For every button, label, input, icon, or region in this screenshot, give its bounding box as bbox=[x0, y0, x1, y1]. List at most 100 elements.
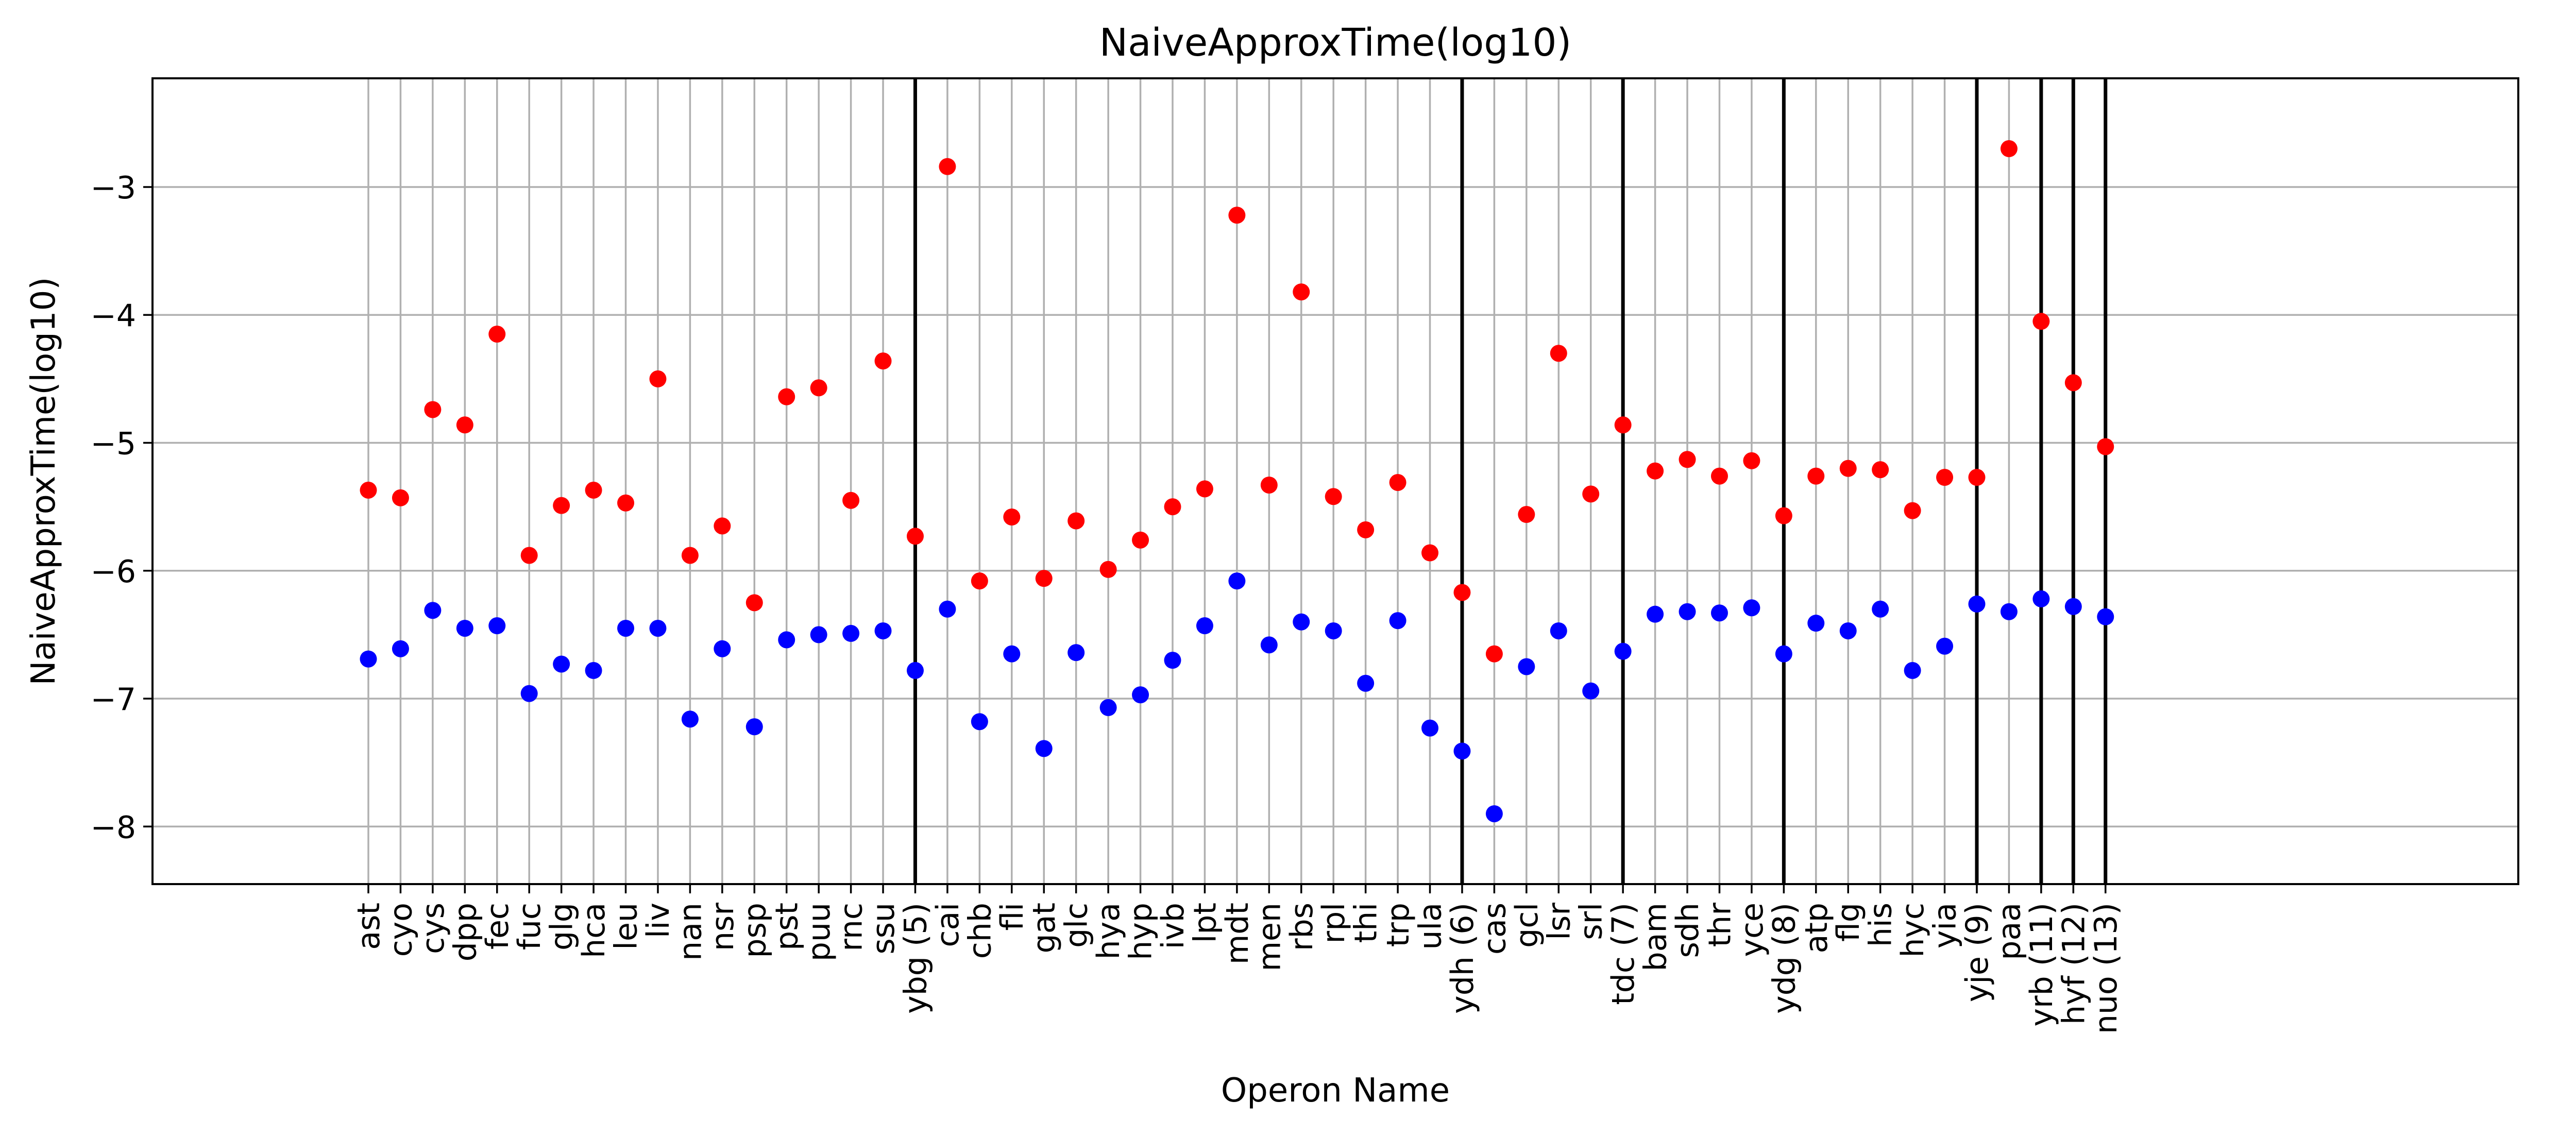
plot-frame bbox=[151, 77, 2519, 885]
data-point bbox=[939, 600, 956, 618]
x-tick-label: lpt bbox=[1187, 903, 1223, 943]
data-point bbox=[1518, 506, 1535, 523]
data-point bbox=[1582, 682, 1600, 700]
data-point bbox=[745, 594, 763, 612]
data-point bbox=[1679, 603, 1696, 620]
x-tick-label: yce bbox=[1734, 903, 1770, 957]
x-tick-label: ula bbox=[1413, 903, 1449, 950]
x-tick-label: hyc bbox=[1895, 903, 1931, 958]
x-tick-label: tdc (7) bbox=[1605, 903, 1641, 1005]
data-point bbox=[1872, 600, 1889, 618]
data-point bbox=[1196, 480, 1213, 498]
x-tick-label: nuo (13) bbox=[2088, 903, 2124, 1034]
data-point bbox=[1003, 645, 1021, 663]
data-point bbox=[1260, 476, 1278, 494]
data-point bbox=[1807, 615, 1825, 632]
data-point bbox=[649, 619, 667, 637]
data-point bbox=[1743, 452, 1760, 469]
data-point bbox=[456, 416, 473, 434]
data-point bbox=[1647, 462, 1664, 480]
x-tick-label: ydh (6) bbox=[1445, 903, 1481, 1014]
data-point bbox=[1550, 345, 1567, 362]
x-tick-label: cyo bbox=[383, 903, 419, 957]
x-tick-label: ybg (5) bbox=[897, 903, 934, 1014]
data-point bbox=[1132, 531, 1149, 549]
data-point bbox=[1936, 469, 1954, 486]
data-point bbox=[360, 481, 377, 499]
x-tick-label: ydg (8) bbox=[1766, 903, 1802, 1014]
y-tick-label: −5 bbox=[91, 426, 136, 462]
data-point bbox=[2064, 598, 2082, 615]
data-point bbox=[2032, 313, 2050, 330]
data-point bbox=[939, 158, 956, 175]
x-tick-label: rnc bbox=[834, 903, 870, 952]
x-tick-label: fuc bbox=[512, 903, 548, 950]
data-point bbox=[1775, 507, 1792, 524]
x-tick-label: chb bbox=[962, 903, 998, 959]
x-tick-label: nan bbox=[672, 903, 708, 961]
data-point bbox=[585, 481, 602, 499]
data-point bbox=[488, 617, 506, 635]
data-point bbox=[1968, 595, 1986, 613]
x-tick-label: fli bbox=[994, 903, 1030, 930]
data-point bbox=[1518, 658, 1535, 675]
data-point bbox=[1389, 612, 1406, 630]
data-point bbox=[810, 379, 827, 397]
data-point bbox=[392, 489, 409, 506]
data-point bbox=[1679, 451, 1696, 468]
data-point bbox=[2032, 590, 2050, 607]
data-point bbox=[649, 370, 667, 387]
x-tick-label: atp bbox=[1799, 903, 1835, 953]
x-tick-label: flg bbox=[1831, 903, 1867, 942]
x-tick-label: paa bbox=[1991, 903, 2027, 960]
data-point bbox=[553, 497, 570, 514]
y-tick-label: −3 bbox=[91, 170, 136, 206]
data-point bbox=[1067, 512, 1085, 530]
x-tick-label: lsr bbox=[1541, 903, 1577, 940]
x-tick-label: trp bbox=[1380, 903, 1416, 947]
data-point bbox=[520, 547, 538, 564]
data-point bbox=[1421, 719, 1439, 737]
data-point bbox=[553, 655, 570, 673]
data-point bbox=[2097, 438, 2114, 455]
data-point bbox=[971, 572, 988, 590]
data-point bbox=[1614, 642, 1632, 660]
data-point bbox=[1132, 686, 1149, 704]
data-point bbox=[681, 547, 699, 564]
x-tick-label: puu bbox=[801, 903, 837, 961]
x-tick-label: hca bbox=[576, 903, 612, 958]
data-point bbox=[2064, 374, 2082, 392]
x-tick-label: cas bbox=[1477, 903, 1513, 955]
x-tick-label: gat bbox=[1026, 903, 1062, 953]
x-tick-label: gcl bbox=[1509, 903, 1545, 948]
data-point bbox=[1099, 699, 1117, 716]
x-tick-label: srl bbox=[1573, 903, 1609, 940]
data-point bbox=[874, 622, 892, 639]
data-point bbox=[1228, 207, 1246, 224]
data-point bbox=[1293, 283, 1310, 301]
data-point bbox=[778, 388, 795, 405]
data-point bbox=[971, 713, 988, 731]
data-point bbox=[1743, 599, 1760, 617]
x-tick-label: ast bbox=[351, 903, 387, 950]
data-point bbox=[1357, 674, 1375, 692]
x-axis-ticks: astcyocysdppfecfucglghcaleulivnannsrpspp… bbox=[351, 884, 2124, 1034]
x-tick-label: thr bbox=[1702, 903, 1738, 947]
x-tick-label: cai bbox=[930, 903, 966, 947]
data-point bbox=[1035, 740, 1053, 757]
data-point bbox=[906, 528, 924, 545]
data-point bbox=[520, 685, 538, 702]
data-point bbox=[1067, 644, 1085, 662]
x-tick-label: yrb (11) bbox=[2024, 903, 2060, 1027]
x-tick-label: his bbox=[1863, 903, 1899, 947]
data-point bbox=[1647, 605, 1664, 623]
data-point bbox=[1485, 645, 1503, 663]
x-tick-label: glg bbox=[544, 903, 580, 951]
y-tick-label: −4 bbox=[91, 298, 136, 334]
data-point bbox=[360, 650, 377, 668]
data-point bbox=[1710, 604, 1728, 622]
x-tick-label: leu bbox=[608, 903, 645, 950]
data-point bbox=[617, 619, 635, 637]
data-point bbox=[1260, 636, 1278, 654]
data-point bbox=[1164, 498, 1181, 516]
